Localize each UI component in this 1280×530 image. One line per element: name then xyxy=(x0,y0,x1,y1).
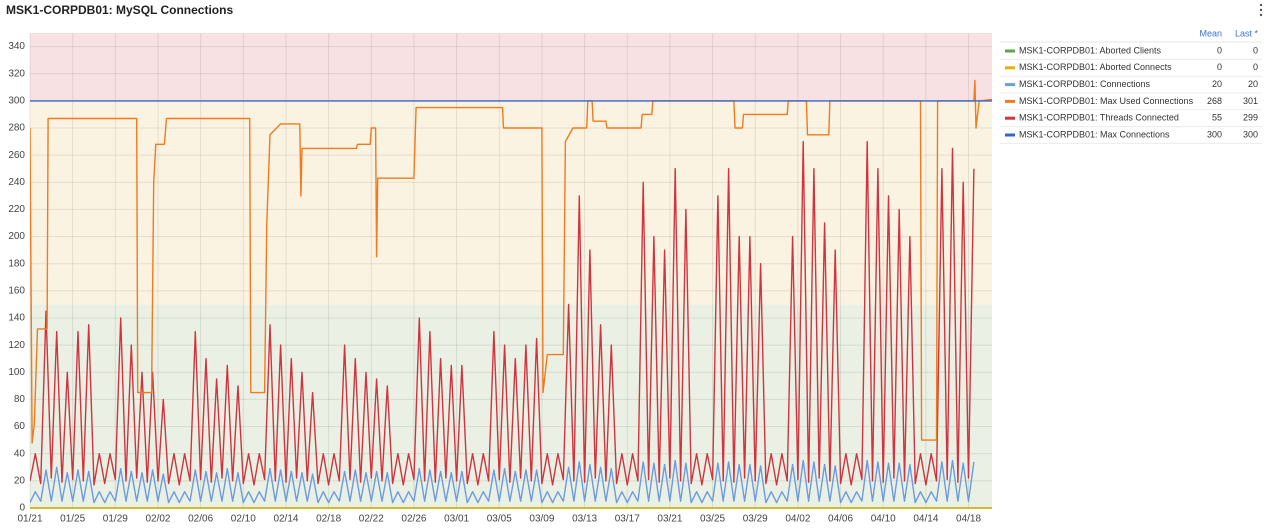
legend-header: Last * xyxy=(1235,28,1259,38)
legend-mean: 55 xyxy=(1212,113,1222,123)
y-tick-label: 140 xyxy=(8,313,25,324)
y-tick-label: 260 xyxy=(8,150,25,161)
y-tick-label: 320 xyxy=(8,68,25,79)
x-tick-label: 03/05 xyxy=(487,514,512,525)
threshold-band xyxy=(30,304,992,508)
series-line xyxy=(30,459,975,504)
x-tick-label: 03/09 xyxy=(529,514,554,525)
x-tick-label: 03/01 xyxy=(444,514,469,525)
x-tick-label: 04/06 xyxy=(828,514,853,525)
x-tick-label: 02/02 xyxy=(145,514,170,525)
y-tick-label: 100 xyxy=(8,367,25,378)
threshold-band xyxy=(30,33,992,101)
x-tick-label: 03/21 xyxy=(657,514,682,525)
legend-last: 0 xyxy=(1253,45,1258,55)
x-tick-label: 04/02 xyxy=(785,514,810,525)
threshold-band xyxy=(30,100,992,305)
x-tick-label: 03/17 xyxy=(615,514,640,525)
legend-last: 0 xyxy=(1253,62,1258,72)
y-tick-label: 180 xyxy=(8,258,25,269)
x-tick-label: 03/29 xyxy=(743,514,768,525)
y-tick-label: 200 xyxy=(8,231,25,242)
x-tick-label: 03/25 xyxy=(700,514,725,525)
y-tick-label: 280 xyxy=(8,123,25,134)
legend-mean: 0 xyxy=(1217,62,1222,72)
x-tick-label: 02/18 xyxy=(316,514,341,525)
y-tick-label: 160 xyxy=(8,285,25,296)
x-tick-label: 03/13 xyxy=(572,514,597,525)
y-tick-label: 80 xyxy=(14,394,26,405)
y-tick-label: 120 xyxy=(8,340,25,351)
series-line xyxy=(30,140,975,486)
legend-row[interactable]: MSK1-CORPDB01: Aborted Clients 0 0 xyxy=(1005,45,1258,55)
panel-menu[interactable] xyxy=(1259,3,1263,17)
series-line xyxy=(30,79,992,444)
menu-dot xyxy=(1259,13,1263,17)
legend-row[interactable]: MSK1-CORPDB01: Max Used Connections 268 30… xyxy=(1005,96,1258,106)
y-tick-label: 20 xyxy=(14,475,26,486)
x-tick-label: 02/14 xyxy=(273,514,298,525)
legend-row[interactable]: MSK1-CORPDB01: Aborted Connects 0 0 xyxy=(1005,62,1258,72)
legend-name: MSK1-CORPDB01: Threads Connected xyxy=(1019,113,1179,123)
menu-dot xyxy=(1259,8,1263,12)
x-tick-label: 02/10 xyxy=(231,514,256,525)
legend-name: MSK1-CORPDB01: Aborted Connects xyxy=(1019,62,1172,72)
x-tick-label: 01/21 xyxy=(17,514,42,525)
legend-mean: 20 xyxy=(1212,79,1222,89)
legend-last: 299 xyxy=(1243,113,1258,123)
y-tick-label: 0 xyxy=(19,503,25,514)
legend-name: MSK1-CORPDB01: Max Connections xyxy=(1019,129,1170,139)
y-tick-label: 340 xyxy=(8,41,25,52)
x-tick-label: 04/18 xyxy=(956,514,981,525)
x-tick-label: 01/25 xyxy=(60,514,85,525)
x-tick-label: 01/29 xyxy=(103,514,128,525)
legend-row[interactable]: MSK1-CORPDB01: Max Connections 300 300 xyxy=(1005,129,1258,139)
x-tick-label: 02/26 xyxy=(401,514,426,525)
x-tick-label: 02/06 xyxy=(188,514,213,525)
y-tick-label: 300 xyxy=(8,95,25,106)
legend-mean: 268 xyxy=(1207,96,1222,106)
legend-name: MSK1-CORPDB01: Max Used Connections xyxy=(1019,96,1194,106)
legend-row[interactable]: MSK1-CORPDB01: Connections 20 20 xyxy=(1005,79,1258,89)
y-tick-label: 220 xyxy=(8,204,25,215)
legend-mean: 0 xyxy=(1217,45,1222,55)
x-tick-label: 02/22 xyxy=(359,514,384,525)
y-tick-label: 240 xyxy=(8,177,25,188)
plot-area xyxy=(30,79,992,509)
x-tick-label: 04/14 xyxy=(913,514,938,525)
legend-last: 300 xyxy=(1243,129,1258,139)
menu-dot xyxy=(1259,3,1263,7)
legend-last: 20 xyxy=(1248,79,1258,89)
x-tick-label: 04/10 xyxy=(871,514,896,525)
legend-name: MSK1-CORPDB01: Connections xyxy=(1019,79,1151,89)
legend-row[interactable]: MSK1-CORPDB01: Threads Connected 55 299 xyxy=(1005,113,1258,123)
legend-name: MSK1-CORPDB01: Aborted Clients xyxy=(1019,45,1162,55)
y-tick-label: 40 xyxy=(14,448,26,459)
panel-title: MSK1-CORPDB01: MySQL Connections xyxy=(6,3,233,17)
legend-header: Mean xyxy=(1199,28,1222,38)
y-tick-label: 60 xyxy=(14,421,26,432)
legend-mean: 300 xyxy=(1207,129,1222,139)
legend-last: 301 xyxy=(1243,96,1258,106)
